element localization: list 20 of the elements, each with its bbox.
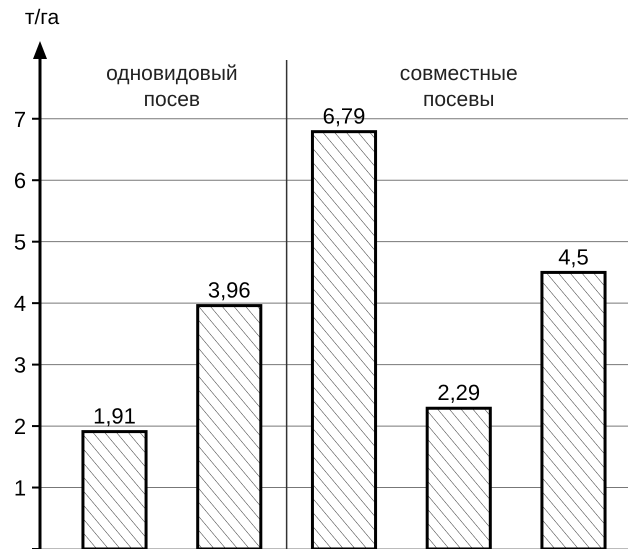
y-tick-label: 3 [14,352,26,378]
annotation: совместные посевы [400,62,518,111]
data-label: 1,91 [93,404,136,429]
bar [81,430,148,549]
bar [426,406,492,549]
bar [310,130,378,549]
y-tick-label: 2 [14,414,26,440]
data-label: 3,96 [208,278,251,303]
data-label: 4,5 [558,244,589,270]
data-label: 6,79 [322,104,366,129]
y-axis-title: т/га [24,6,60,29]
y-tick-label: 1 [14,476,26,501]
data-label: 2,29 [437,380,480,406]
annotation: одновидовый посев [106,62,238,111]
bar [540,270,607,549]
y-tick-label: 4 [14,291,26,316]
y-tick-label: 7 [14,106,26,132]
bar [196,304,262,549]
y-tick-label: 5 [14,230,26,255]
y-tick-label: 6 [14,168,26,194]
